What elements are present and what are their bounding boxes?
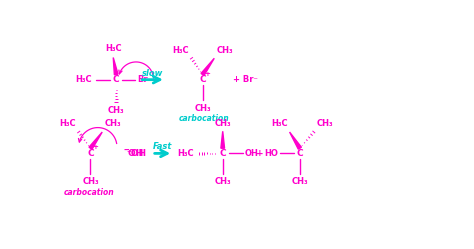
- Text: C: C: [113, 75, 119, 84]
- Text: CH₃: CH₃: [217, 46, 233, 55]
- Text: ̅OH: ̅OH: [129, 149, 144, 158]
- Text: H₃C: H₃C: [177, 149, 194, 158]
- Text: H₃C: H₃C: [172, 46, 189, 55]
- Text: Br: Br: [137, 75, 148, 84]
- Polygon shape: [290, 132, 301, 149]
- Text: HO: HO: [264, 149, 278, 158]
- Text: +: +: [93, 144, 99, 150]
- Text: CH₃: CH₃: [317, 119, 333, 128]
- Text: OH: OH: [245, 149, 259, 158]
- Text: CH₃: CH₃: [104, 119, 121, 128]
- Text: + Br⁻: + Br⁻: [233, 75, 257, 84]
- Text: CH₃: CH₃: [194, 104, 211, 113]
- Text: CH₃: CH₃: [82, 177, 99, 186]
- Text: C: C: [199, 75, 206, 84]
- Text: H₃C: H₃C: [272, 119, 288, 128]
- Text: ⁻OH: ⁻OH: [127, 149, 146, 158]
- Text: C: C: [87, 149, 94, 158]
- Text: Fast: Fast: [153, 142, 172, 151]
- Text: carbocation: carbocation: [179, 114, 230, 123]
- Text: +: +: [205, 71, 210, 77]
- Text: CH₃: CH₃: [108, 106, 125, 115]
- Text: C: C: [297, 149, 303, 158]
- Polygon shape: [113, 58, 118, 75]
- Text: CH₃: CH₃: [214, 177, 231, 186]
- Text: +: +: [255, 149, 263, 158]
- Text: CH₃: CH₃: [292, 177, 308, 186]
- Text: CH₃: CH₃: [214, 119, 231, 127]
- Text: H₃C: H₃C: [59, 119, 76, 128]
- Text: slow: slow: [142, 68, 163, 77]
- Text: H₃C: H₃C: [76, 75, 92, 84]
- Text: C: C: [219, 149, 226, 158]
- Text: H₃C: H₃C: [105, 44, 121, 53]
- Polygon shape: [221, 131, 225, 148]
- Polygon shape: [89, 132, 102, 149]
- Text: carbocation: carbocation: [64, 187, 114, 197]
- Polygon shape: [201, 58, 214, 76]
